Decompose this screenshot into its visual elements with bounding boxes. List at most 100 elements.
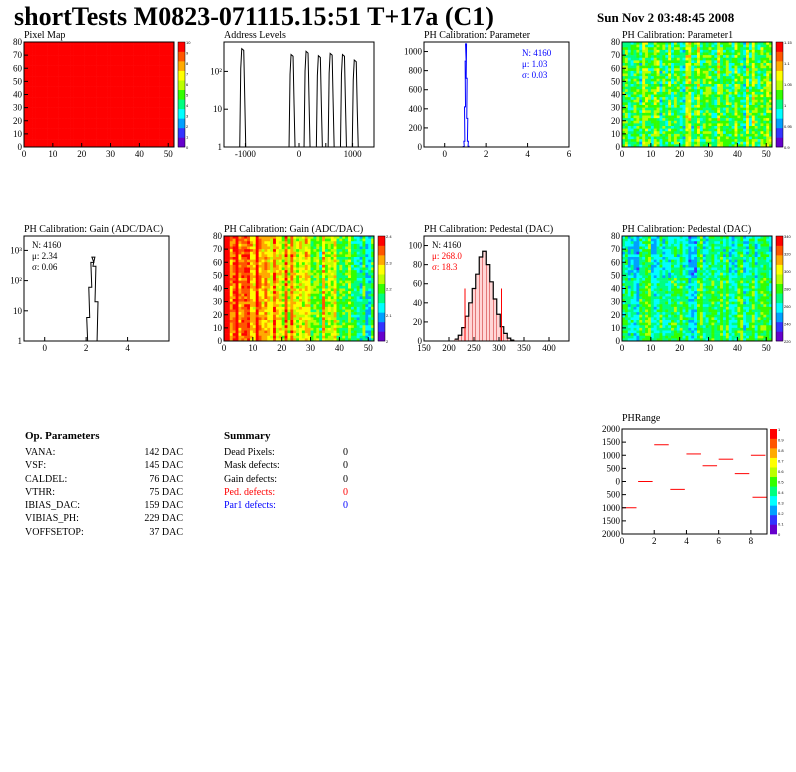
heatmap-cell <box>278 259 282 263</box>
heatmap-cell <box>722 102 727 106</box>
heatmap-cell <box>743 120 747 124</box>
heatmap-cell <box>55 123 59 127</box>
heatmap-cell <box>708 89 712 93</box>
heatmap-cell <box>35 94 39 98</box>
heatmap-cell <box>96 105 100 108</box>
heatmap-cell <box>148 133 152 137</box>
heatmap-cell <box>697 81 701 85</box>
heatmap-cell <box>722 107 727 111</box>
heatmap-cell <box>67 115 71 119</box>
heatmap-cell <box>668 110 672 114</box>
heatmap-cell <box>87 99 91 103</box>
heatmap-cell <box>676 78 680 82</box>
heatmap-cell <box>44 107 48 111</box>
heatmap-cell <box>145 73 149 77</box>
heatmap-cell <box>737 128 741 132</box>
heatmap-cell <box>29 65 33 69</box>
heatmap-cell <box>673 126 678 129</box>
heatmap-cell <box>96 128 100 132</box>
heatmap-cell <box>757 144 761 148</box>
heatmap-cell <box>162 126 166 129</box>
heatmap-cell <box>73 84 77 87</box>
heatmap-cell <box>159 118 163 122</box>
heatmap-cell <box>754 99 758 103</box>
heatmap-cell <box>159 76 163 80</box>
heatmap-cell <box>717 136 721 140</box>
heatmap-cell <box>751 94 755 98</box>
heatmap-cell <box>55 63 59 66</box>
heatmap-cell <box>168 57 172 61</box>
heatmap-cell <box>324 243 329 247</box>
heatmap-cell <box>122 63 126 66</box>
heatmap-cell <box>748 99 753 103</box>
heatmap-cell <box>81 110 85 114</box>
heatmap-cell <box>153 68 157 72</box>
color-scale-step <box>178 80 185 91</box>
heatmap-cell <box>737 47 741 51</box>
heatmap-cell <box>162 139 166 143</box>
heatmap-cell <box>130 141 134 145</box>
heatmap-cell <box>647 126 652 129</box>
heatmap-cell <box>705 68 709 72</box>
heatmap-cell <box>49 65 54 69</box>
heatmap-cell <box>725 78 730 82</box>
heatmap-cell <box>622 44 626 48</box>
heatmap-cell <box>656 76 660 80</box>
heatmap-cell <box>699 60 704 64</box>
heatmap-cell <box>647 47 652 51</box>
heatmap-cell <box>127 91 132 95</box>
heatmap-cell <box>757 105 761 108</box>
heatmap-cell <box>47 136 51 140</box>
heatmap-cell <box>694 97 698 101</box>
heatmap-cell <box>93 123 97 127</box>
heatmap-cell <box>104 68 108 72</box>
heatmap-cell <box>717 123 721 127</box>
heatmap-cell <box>165 94 169 98</box>
heatmap-cell <box>133 55 137 59</box>
heatmap-cell <box>148 84 152 87</box>
heatmap-cell <box>650 91 655 95</box>
heatmap-cell <box>763 105 767 108</box>
heatmap-cell <box>653 99 657 103</box>
heatmap-cell <box>96 81 100 85</box>
heatmap-cell <box>650 63 655 66</box>
heatmap-cell <box>639 123 643 127</box>
heatmap-cell <box>104 144 108 148</box>
heatmap-cell <box>639 84 643 87</box>
heatmap-cell <box>224 246 228 250</box>
heatmap-cell <box>662 42 666 45</box>
heatmap-cell <box>252 241 257 245</box>
heatmap-cell <box>273 251 277 255</box>
heatmap-cell <box>73 70 77 74</box>
heatmap-cell <box>639 99 643 103</box>
heatmap-cell <box>142 141 146 145</box>
heatmap-cell <box>87 86 91 90</box>
heatmap-cell <box>740 86 744 90</box>
heatmap-cell <box>642 133 646 137</box>
heatmap-cell <box>44 144 48 148</box>
heatmap-cell <box>133 68 137 72</box>
heatmap-cell <box>87 131 91 135</box>
heatmap-cell <box>653 68 657 72</box>
heatmap-cell <box>84 89 88 93</box>
heatmap-cell <box>90 42 94 45</box>
heatmap-cell <box>32 133 36 137</box>
heatmap-cell <box>38 94 42 98</box>
heatmap-cell <box>35 52 39 56</box>
heatmap-cell <box>258 243 262 247</box>
heatmap-cell <box>90 102 94 106</box>
heatmap-cell <box>99 112 103 116</box>
heatmap-cell <box>722 47 727 51</box>
heatmap-cell <box>93 91 97 95</box>
heatmap-cell <box>722 123 727 127</box>
heatmap-cell <box>165 73 169 77</box>
heatmap-cell <box>642 118 646 122</box>
heatmap-cell <box>148 99 152 103</box>
heatmap-cell <box>73 78 77 82</box>
heatmap-cell <box>740 49 744 53</box>
heatmap-cell <box>270 246 274 250</box>
heatmap-cell <box>148 110 152 114</box>
heatmap-cell <box>130 99 134 103</box>
heatmap-cell <box>688 49 692 53</box>
heatmap-cell <box>746 52 750 56</box>
